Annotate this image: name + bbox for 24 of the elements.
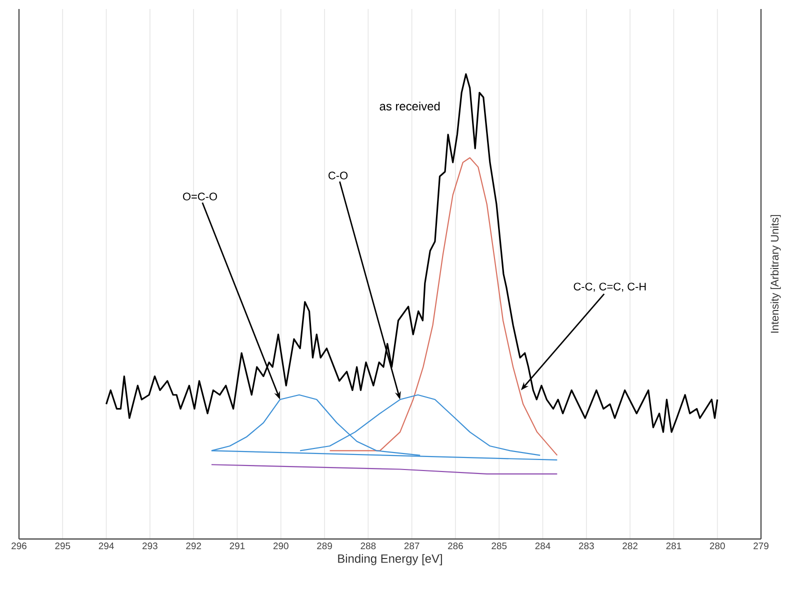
x-tick-label: 285 (492, 542, 507, 550)
annotation: C-C, C=C, C-H (574, 282, 646, 292)
x-tick-label: 289 (317, 542, 332, 550)
x-tick-label: 283 (578, 542, 594, 550)
x-tick-label: 294 (98, 542, 114, 550)
x-tick-label: 286 (448, 542, 463, 550)
y-axis-title: Intensity [Arbitrary Units] (770, 215, 781, 333)
x-tick-label: 288 (360, 542, 376, 550)
x-tick-label: 280 (710, 542, 725, 550)
x-tick-label: 282 (622, 542, 638, 550)
x-tick-label: 296 (12, 542, 26, 550)
x-tick-label: 291 (230, 542, 245, 550)
x-tick-label: 284 (535, 542, 550, 550)
x-tick-label: 281 (666, 542, 682, 550)
x-axis-title: Binding Energy [eV] (338, 554, 442, 566)
x-tick-label: 295 (55, 542, 70, 550)
x-tick-label: 279 (754, 542, 768, 550)
annotation: C-O (328, 172, 348, 180)
x-tick-label: 290 (273, 542, 288, 550)
x-tick-label: 293 (142, 542, 158, 550)
annotation: O=C-O (183, 192, 217, 200)
x-tick-label: 292 (186, 542, 202, 550)
x-tick-label: 287 (404, 542, 420, 550)
series-label: as received (380, 102, 440, 110)
